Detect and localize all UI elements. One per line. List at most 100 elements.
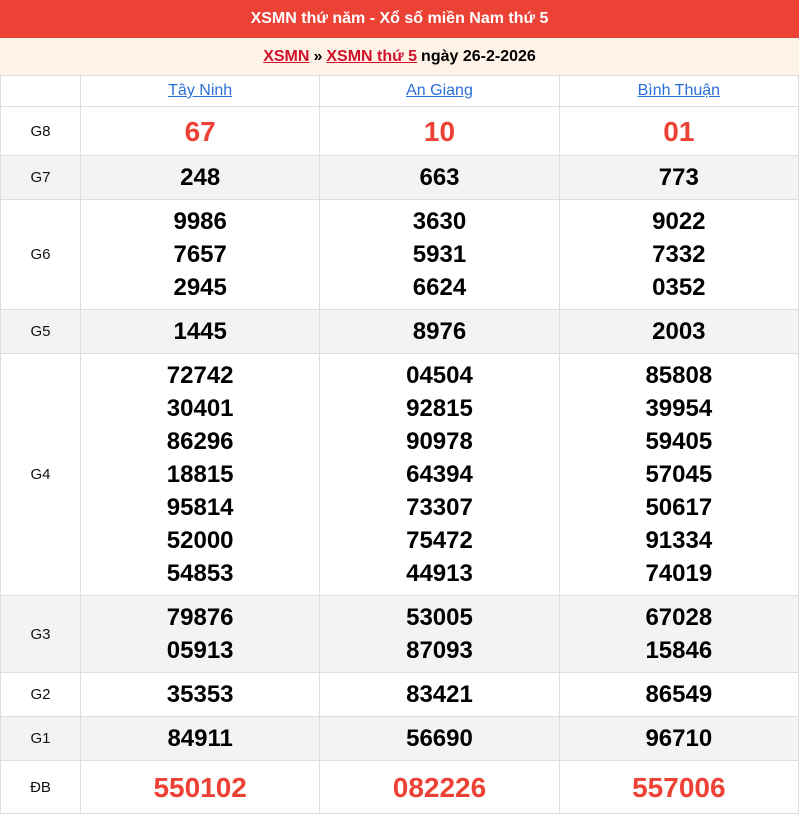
- prize-row-g5: G5 1445 8976 2003: [0, 309, 799, 354]
- result-number: 91334: [645, 527, 713, 554]
- result-cell: 082226: [319, 760, 560, 814]
- result-number: 05913: [166, 637, 234, 664]
- result-cell: 04504 92815 90978 64394 73307 75472 44913: [319, 353, 560, 596]
- prize-label: G8: [0, 106, 81, 156]
- result-number: 67028: [645, 604, 713, 631]
- result-number: 7657: [173, 241, 227, 268]
- prize-label: G7: [0, 155, 81, 200]
- prize-row-g3: G3 79876 05913 53005 87093 67028 15846: [0, 595, 799, 673]
- result-cell: 67028 15846: [558, 595, 799, 673]
- prize-label: G4: [0, 353, 81, 596]
- result-number: 73307: [406, 494, 473, 521]
- result-cell: 8976: [319, 309, 560, 354]
- prize-row-g7: G7 248 663 773: [0, 155, 799, 200]
- result-number: 39954: [645, 395, 713, 422]
- province-link-an-giang[interactable]: An Giang: [406, 82, 473, 99]
- breadcrumb-xsmn-link[interactable]: XSMN: [263, 47, 310, 65]
- result-number: 0352: [652, 274, 706, 301]
- prize-label: G3: [0, 595, 81, 673]
- result-number: 79876: [166, 604, 234, 631]
- province-link-tay-ninh[interactable]: Tây Ninh: [168, 82, 233, 99]
- result-cell: 86549: [558, 672, 799, 717]
- prize-label: G6: [0, 199, 81, 310]
- prize-row-đb: ĐB 550102 082226 557006: [0, 760, 799, 814]
- result-number: 56690: [406, 725, 473, 752]
- result-number: 7332: [652, 241, 706, 268]
- result-number: 84911: [167, 725, 233, 752]
- result-number: 59405: [645, 428, 713, 455]
- result-number: 74019: [645, 560, 713, 587]
- result-cell: 550102: [79, 760, 321, 814]
- result-cell: 9986 7657 2945: [79, 199, 321, 310]
- result-number: 67: [184, 115, 216, 147]
- prize-label: G2: [0, 672, 81, 717]
- result-number: 64394: [406, 461, 473, 488]
- result-number: 082226: [392, 771, 487, 803]
- result-number: 44913: [406, 560, 473, 587]
- result-cell: 83421: [319, 672, 560, 717]
- result-cell: 557006: [558, 760, 799, 814]
- result-number: 15846: [645, 637, 713, 664]
- result-number: 773: [658, 164, 699, 191]
- result-number: 96710: [645, 725, 713, 752]
- result-number: 30401: [166, 395, 234, 422]
- result-cell: 1445: [79, 309, 321, 354]
- prize-row-g6: G6 9986 7657 2945 3630 5931 6624 9022 7332 0352: [0, 199, 799, 310]
- result-number: 18815: [166, 461, 234, 488]
- result-number: 75472: [406, 527, 473, 554]
- result-number: 35353: [166, 681, 234, 708]
- result-cell: 79876 05913: [79, 595, 321, 673]
- result-cell: 2003: [558, 309, 799, 354]
- prize-row-g8: G8 67 10 01: [0, 106, 799, 156]
- result-number: 9022: [652, 208, 706, 235]
- prize-label: G1: [0, 716, 81, 761]
- result-number: 86549: [645, 681, 713, 708]
- result-cell: 773: [558, 155, 799, 200]
- result-cell: 3630 5931 6624: [319, 199, 560, 310]
- result-number: 85808: [645, 362, 713, 389]
- province-header-row: Tây Ninh An Giang Bình Thuận: [0, 75, 799, 107]
- result-cell: 85808 39954 59405 57045 50617 91334 74019: [558, 353, 799, 596]
- result-number: 52000: [166, 527, 234, 554]
- prize-row-g4: G4 72742 30401 86296 18815 95814 52000 54853 045…: [0, 353, 799, 596]
- result-number: 2945: [173, 274, 227, 301]
- result-number: 54853: [166, 560, 234, 587]
- result-number: 8976: [412, 318, 467, 345]
- result-number: 86296: [166, 428, 234, 455]
- prize-label: G5: [0, 309, 81, 354]
- breadcrumb: XSMN » XSMN thứ 5 ngày 26-2-2026: [0, 38, 799, 75]
- prize-row-g2: G2 35353 83421 86549: [0, 672, 799, 717]
- result-number: 83421: [406, 681, 473, 708]
- result-number: 663: [419, 164, 460, 191]
- result-cell: 35353: [79, 672, 321, 717]
- prize-row-g1: G1 84911 56690 96710: [0, 716, 799, 761]
- province-link-binh-thuan[interactable]: Bình Thuận: [637, 82, 721, 99]
- results-table: Tây Ninh An Giang Bình Thuận G8 67 10 01 G7 2…: [0, 75, 799, 814]
- result-number: 5931: [412, 241, 467, 268]
- prize-label: ĐB: [0, 760, 81, 814]
- result-number: 3630: [412, 208, 467, 235]
- result-number: 2003: [652, 318, 706, 345]
- result-number: 04504: [406, 362, 473, 389]
- result-number: 57045: [645, 461, 713, 488]
- breadcrumb-date: ngày 26-2-2026: [421, 47, 536, 65]
- result-number: 87093: [406, 637, 473, 664]
- result-cell: 9022 7332 0352: [558, 199, 799, 310]
- result-number: 53005: [406, 604, 473, 631]
- result-cell: 56690: [319, 716, 560, 761]
- breadcrumb-xsmn-thu5-link[interactable]: XSMN thứ 5: [326, 47, 418, 65]
- result-number: 248: [180, 164, 221, 191]
- result-number: 550102: [153, 771, 247, 803]
- result-cell: 96710: [558, 716, 799, 761]
- result-cell: 10: [319, 106, 560, 156]
- result-number: 10: [423, 115, 456, 147]
- result-number: 557006: [632, 771, 726, 803]
- result-cell: 248: [79, 155, 321, 200]
- result-cell: 01: [558, 106, 799, 156]
- result-cell: 67: [79, 106, 321, 156]
- result-number: 01: [663, 115, 695, 147]
- result-cell: 53005 87093: [319, 595, 560, 673]
- result-number: 90978: [406, 428, 473, 455]
- result-cell: 72742 30401 86296 18815 95814 52000 54853: [79, 353, 321, 596]
- result-number: 92815: [406, 395, 473, 422]
